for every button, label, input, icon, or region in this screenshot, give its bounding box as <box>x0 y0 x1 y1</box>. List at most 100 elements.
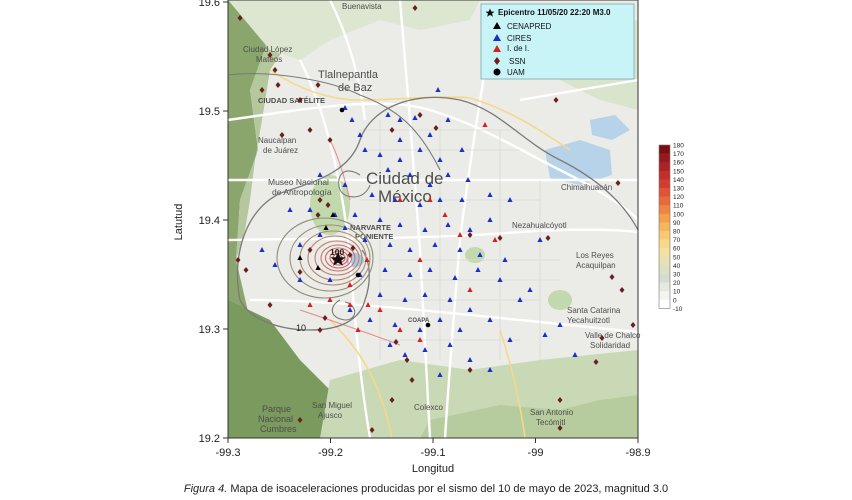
lake-nabor-carrillo <box>590 115 630 140</box>
cires-station-icon <box>382 267 388 272</box>
ssn-station-icon <box>297 417 303 423</box>
label-parque: Parque Nacional Cumbres <box>258 404 297 434</box>
label-san-miguel: San Miguel Ajusco <box>312 401 352 420</box>
cires-station-icon <box>317 232 323 237</box>
x-tick-labels: -99.3 -99.2 -99.1 -99 -98.9 <box>215 447 650 459</box>
label-ciudad-satelite: CIUDAD SATÉLITE <box>258 96 325 105</box>
cires-station-icon <box>362 147 368 152</box>
epicenter-star-icon <box>330 252 346 266</box>
cires-station-icon <box>572 352 578 357</box>
label-colexco: Colexco <box>414 403 443 412</box>
cires-station-icon <box>377 152 383 157</box>
cires-station-icon <box>457 247 463 252</box>
colorbar-tick-label: 70 <box>673 237 681 244</box>
colorbar-tick-label: 40 <box>673 263 681 270</box>
cires-station-icon <box>287 207 293 212</box>
northern-green-area <box>228 0 480 60</box>
ssn-station-icon <box>237 15 243 21</box>
cires-station-icon <box>417 327 423 332</box>
ide-i-station-icon <box>364 257 370 262</box>
ide-i-station-icon <box>355 327 361 332</box>
label-santa-catarina: Santa Catarina Yecahuitzotl <box>567 306 621 325</box>
station-markers <box>235 5 636 433</box>
label-san-antonio: San Antonio Tecómitl <box>530 408 574 427</box>
cires-station-icon <box>427 182 433 187</box>
ssn-station-icon <box>235 257 241 263</box>
uam-station-icon <box>355 272 361 278</box>
x-tick-label: -98.9 <box>625 447 650 459</box>
colorbar-swatch <box>659 162 670 172</box>
cires-station-icon <box>542 332 548 337</box>
cires-station-icon <box>447 342 453 347</box>
legend-triangle-icon <box>493 45 501 52</box>
contour-small-north <box>338 170 371 198</box>
colorbar-tick-label: 20 <box>673 280 681 287</box>
label-museo: Museo Nacional de Antropología <box>268 177 332 197</box>
y-tick-label: 19.2 <box>199 433 220 445</box>
label-chimalhuacan: Chimalhuacán <box>561 183 612 192</box>
colorbar-tick-label: 50 <box>673 254 681 261</box>
ssn-station-icon <box>297 97 303 103</box>
cires-station-icon <box>437 317 443 322</box>
y-tick-label: 19.6 <box>199 0 220 9</box>
colorbar-tick-label: 30 <box>673 272 681 279</box>
caption-text: Mapa de isoaceleraciones producidas por … <box>227 483 669 495</box>
caption-figure-number: Figura 4. <box>183 483 228 495</box>
cires-station-icon <box>352 212 358 217</box>
western-foothills <box>236 0 300 260</box>
ssn-station-icon <box>545 235 551 241</box>
legend-label: I. de I. <box>507 44 529 53</box>
contour-70 <box>320 244 356 272</box>
ssn-station-icon <box>267 302 273 308</box>
cires-station-icon <box>467 357 473 362</box>
cires-station-icon <box>497 277 503 282</box>
cires-station-icon <box>527 287 533 292</box>
southern-hills <box>420 395 638 438</box>
southwest-forest <box>228 300 350 438</box>
ssn-station-icon <box>433 125 439 131</box>
colorbar-swatch <box>659 282 670 292</box>
ide-i-station-icon <box>327 297 333 302</box>
cires-station-icon <box>362 237 368 242</box>
cires-station-icon <box>427 267 433 272</box>
ssn-station-icon <box>297 269 303 275</box>
ssn-station-icon <box>609 274 615 280</box>
label-ciudad-lopez-mateos: Ciudad López Mateos <box>243 45 292 64</box>
colorbar-tick-label: 100 <box>673 211 684 218</box>
station-legend: Epicentro 11/05/20 22:20 M3.0 CENAPRED C… <box>480 3 635 80</box>
cires-station-icon <box>259 247 265 252</box>
contour-outer-north <box>236 96 638 301</box>
cires-station-icon <box>387 342 393 347</box>
x-tick-label: -99.2 <box>318 447 343 459</box>
uam-station-icon <box>425 322 431 328</box>
cires-station-icon <box>432 242 438 247</box>
cires-station-icon <box>342 225 348 230</box>
ssn-station-icon <box>389 127 395 133</box>
x-tick-label: -99.1 <box>420 447 445 459</box>
cires-station-icon <box>537 237 543 242</box>
cires-station-icon <box>377 217 383 222</box>
cires-station-icon <box>417 147 423 152</box>
cires-station-icon <box>447 297 453 302</box>
colorbar-swatch <box>659 188 670 197</box>
ide-i-station-icon <box>307 302 313 307</box>
isoacceleration-contours: 10 100 <box>228 73 638 333</box>
cires-station-icon <box>407 247 413 252</box>
y-tick-label: 19.3 <box>199 324 220 336</box>
cires-station-icon <box>307 207 313 212</box>
colorbar-swatch <box>659 299 670 309</box>
legend-epicentro: Epicentro 11/05/20 22:20 M3.0 <box>498 8 611 17</box>
cires-station-icon <box>507 197 513 202</box>
ide-i-station-icon <box>482 122 488 127</box>
x-tick-label: -99 <box>528 447 544 459</box>
cires-station-icon <box>465 177 471 182</box>
legend-label: SSN <box>509 57 526 66</box>
cires-station-icon <box>437 372 443 377</box>
cires-station-icon <box>272 262 278 267</box>
label-tlalnepantla: Tlalnepantla de Baz <box>318 69 379 94</box>
cires-station-icon <box>487 217 493 222</box>
colorbar-swatch <box>659 265 670 275</box>
ide-i-station-icon <box>365 302 371 307</box>
label-naucalpan: Naucalpan de Juárez <box>258 136 298 155</box>
